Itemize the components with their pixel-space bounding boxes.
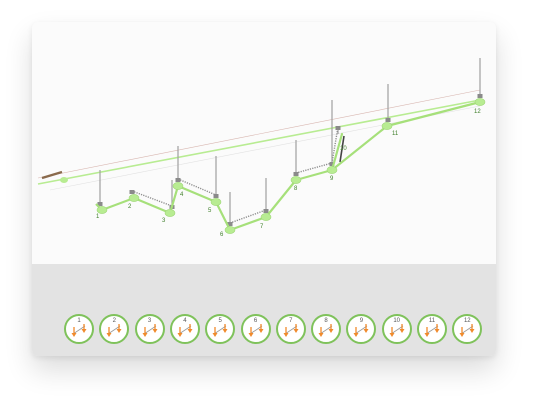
station-node-6[interactable] [225, 226, 235, 233]
station-label-2: 2 [128, 204, 132, 210]
stage-button-2[interactable]: 2 [99, 314, 129, 344]
stage-button-7[interactable]: 7 [276, 314, 306, 344]
station-node-3[interactable] [165, 209, 175, 216]
stage-5-icon [207, 316, 233, 342]
station-label-10: 10 [340, 146, 347, 152]
station-node-8[interactable] [291, 176, 301, 183]
station-label-6: 6 [220, 232, 224, 238]
stage-9-icon [348, 316, 374, 342]
stage-toolbar: 1 2 3 4 5 6 7 8 9 10 11 12 [32, 264, 496, 356]
station-label-9: 9 [330, 176, 334, 182]
stage-11-icon [419, 316, 445, 342]
station-node-9[interactable] [327, 166, 337, 173]
station-node-4[interactable] [173, 182, 183, 189]
station-node-5[interactable] [211, 198, 221, 205]
zipline-cable [38, 90, 480, 178]
start-ramp [42, 172, 62, 178]
stage-button-9[interactable]: 9 [346, 314, 376, 344]
stage-8-icon [313, 316, 339, 342]
station-node-11[interactable] [382, 122, 392, 129]
stage-12-icon [454, 316, 480, 342]
stage-10-icon [384, 316, 410, 342]
course-path [96, 102, 480, 230]
stage-button-4[interactable]: 4 [170, 314, 200, 344]
station-label-7: 7 [260, 224, 264, 230]
course-card: 1 2 3 4 5 6 7 8 9 10 11 12 1 2 3 4 5 6 7 8 9 10 11 12 [32, 22, 496, 356]
stage-button-12[interactable]: 12 [452, 314, 482, 344]
stage-7-icon [278, 316, 304, 342]
station-node-7[interactable] [261, 213, 271, 220]
station-label-8: 8 [294, 186, 298, 192]
station-label-3: 3 [162, 218, 166, 224]
ropes-course-diagram: 1 2 3 4 5 6 7 8 9 10 11 12 [32, 22, 496, 264]
stage-1-icon [66, 316, 92, 342]
platform-4 [176, 178, 181, 182]
station-label-5: 5 [208, 208, 212, 214]
zipline-main-line [38, 100, 480, 184]
platform-2 [130, 190, 135, 194]
stage-button-11[interactable]: 11 [417, 314, 447, 344]
station-node-2[interactable] [129, 194, 139, 201]
stage-button-3[interactable]: 3 [135, 314, 165, 344]
station-label-12: 12 [474, 109, 481, 115]
stage-button-6[interactable]: 6 [241, 314, 271, 344]
station-label-1: 1 [96, 214, 100, 220]
stage-button-1[interactable]: 1 [64, 314, 94, 344]
stage-button-5[interactable]: 5 [205, 314, 235, 344]
bridge-3 [230, 210, 266, 223]
stage-button-10[interactable]: 10 [382, 314, 412, 344]
station-label-4: 4 [180, 192, 184, 198]
stage-6-icon [243, 316, 269, 342]
bridge-2 [178, 179, 216, 195]
stage-4-icon [172, 316, 198, 342]
platform-12 [478, 94, 483, 98]
stage-3-icon [137, 316, 163, 342]
stage-button-8[interactable]: 8 [311, 314, 341, 344]
start-node[interactable] [60, 177, 68, 183]
station-label-11: 11 [392, 131, 399, 137]
stage-2-icon [101, 316, 127, 342]
station-node-1[interactable] [97, 206, 107, 213]
platform-11 [386, 118, 391, 122]
station-node-12[interactable] [475, 98, 485, 105]
